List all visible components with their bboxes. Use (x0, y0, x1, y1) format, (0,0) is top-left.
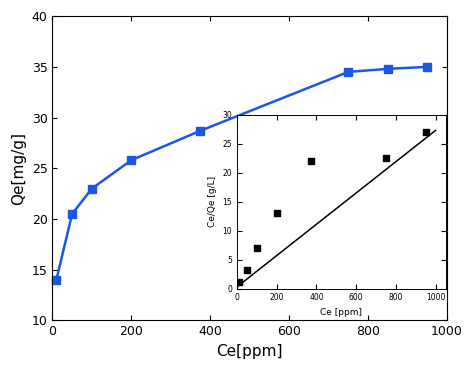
Point (273, 210, 281, 216)
X-axis label: Ce[ppm]: Ce[ppm] (217, 344, 283, 359)
Point (308, 158, 315, 164)
Y-axis label: Ce/Qe [g/L]: Ce/Qe [g/L] (208, 176, 217, 227)
Y-axis label: Qe[mg/g]: Qe[mg/g] (11, 132, 26, 205)
Point (382, 155, 390, 161)
Point (253, 245, 261, 251)
X-axis label: Ce [ppm]: Ce [ppm] (320, 308, 362, 317)
Point (243, 267, 251, 273)
Point (235, 279, 243, 285)
Point (422, 129, 429, 135)
